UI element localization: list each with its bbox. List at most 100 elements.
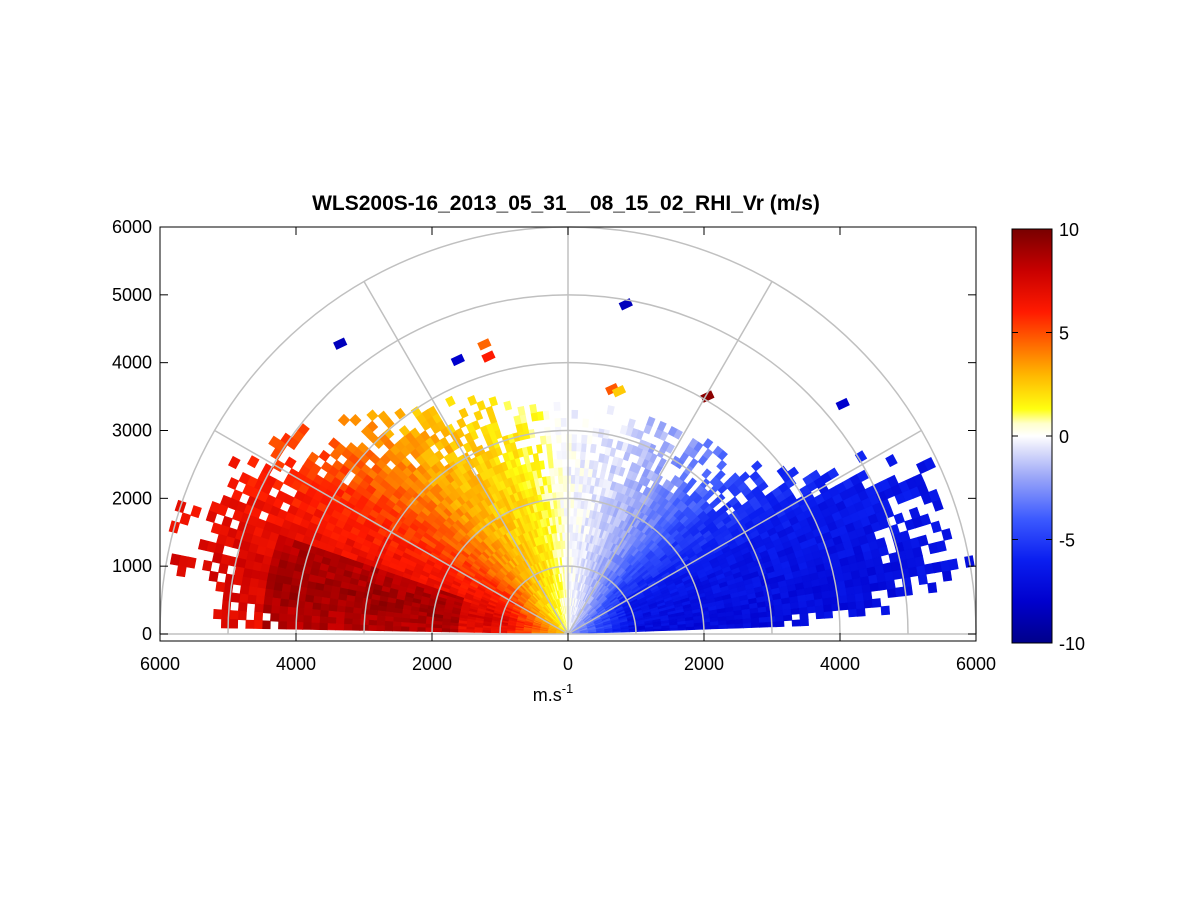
velocity-cell bbox=[247, 586, 258, 597]
velocity-cell bbox=[208, 570, 219, 583]
velocity-cell bbox=[457, 628, 467, 633]
velocity-cell bbox=[579, 459, 586, 469]
velocity-cell bbox=[615, 440, 624, 451]
velocity-cell bbox=[343, 618, 353, 625]
isolated-cell bbox=[333, 337, 348, 350]
velocity-cell bbox=[268, 435, 281, 449]
velocity-cell bbox=[205, 510, 218, 523]
velocity-cell bbox=[571, 409, 579, 419]
x-tick-label: 2000 bbox=[412, 654, 452, 674]
velocity-cell bbox=[376, 620, 386, 627]
velocity-cell bbox=[862, 591, 873, 601]
velocity-cell bbox=[272, 589, 282, 600]
isolated-cell bbox=[618, 298, 633, 311]
velocity-cell bbox=[328, 437, 341, 450]
velocity-cell bbox=[928, 488, 941, 503]
velocity-cell bbox=[270, 605, 281, 615]
velocity-cell bbox=[416, 627, 426, 632]
velocity-cell bbox=[394, 407, 406, 420]
velocity-cell bbox=[278, 613, 288, 623]
velocity-cell bbox=[240, 576, 251, 587]
velocity-cell bbox=[701, 468, 712, 479]
velocity-cell bbox=[375, 625, 385, 632]
velocity-cell bbox=[517, 405, 526, 416]
velocity-cell bbox=[245, 619, 255, 629]
velocity-cell bbox=[598, 453, 605, 463]
velocity-cell bbox=[570, 442, 577, 452]
colorbar bbox=[1011, 228, 1053, 644]
velocity-cell bbox=[573, 483, 579, 493]
velocity-cell bbox=[400, 626, 410, 632]
velocity-field bbox=[168, 298, 975, 635]
velocity-cell bbox=[886, 474, 899, 488]
velocity-cell bbox=[839, 601, 849, 611]
velocity-cell bbox=[449, 628, 459, 633]
velocity-cell bbox=[556, 450, 563, 460]
velocity-cell bbox=[319, 603, 330, 612]
grid-spoke bbox=[214, 429, 569, 635]
velocity-cell bbox=[827, 467, 840, 480]
velocity-cell bbox=[351, 624, 361, 631]
velocity-cell bbox=[465, 629, 475, 633]
x-tick-label: 6000 bbox=[140, 654, 180, 674]
velocity-cell bbox=[253, 619, 263, 630]
velocity-cell bbox=[728, 472, 740, 484]
velocity-cell bbox=[384, 616, 394, 623]
velocity-cell bbox=[941, 528, 953, 541]
velocity-cell bbox=[351, 618, 361, 626]
velocity-cell bbox=[327, 616, 337, 625]
velocity-cell bbox=[271, 597, 281, 607]
velocity-cell bbox=[809, 469, 822, 482]
velocity-cell bbox=[529, 403, 538, 414]
velocity-cell bbox=[213, 608, 223, 620]
velocity-cell bbox=[408, 626, 418, 632]
velocity-cell bbox=[473, 410, 484, 421]
velocity-cell bbox=[774, 614, 785, 622]
velocity-cell bbox=[279, 598, 289, 608]
velocity-cell bbox=[280, 590, 290, 601]
velocity-cell bbox=[562, 483, 568, 492]
velocity-cell bbox=[230, 592, 241, 603]
velocity-cell bbox=[545, 443, 553, 453]
velocity-cell bbox=[384, 620, 394, 627]
velocity-cell bbox=[281, 583, 292, 593]
velocity-cell bbox=[302, 615, 312, 624]
x-axis-label-superscript: -1 bbox=[562, 681, 574, 696]
velocity-cell bbox=[303, 608, 313, 617]
velocity-cell bbox=[560, 442, 567, 452]
velocity-cell bbox=[908, 506, 921, 520]
velocity-cell bbox=[227, 477, 240, 490]
velocity-cell bbox=[503, 400, 513, 411]
velocity-cell bbox=[582, 418, 590, 428]
velocity-cell bbox=[948, 558, 959, 571]
velocity-cell bbox=[565, 434, 572, 444]
velocity-cell bbox=[202, 559, 213, 572]
velocity-cell bbox=[286, 606, 297, 616]
velocity-cell bbox=[410, 406, 423, 418]
velocity-cell bbox=[467, 395, 478, 406]
x-tick-label: 4000 bbox=[820, 654, 860, 674]
velocity-cell bbox=[885, 453, 898, 468]
y-tick-label: 4000 bbox=[112, 353, 152, 373]
velocity-cell bbox=[302, 622, 312, 630]
velocity-cell bbox=[408, 622, 418, 628]
velocity-cell bbox=[343, 612, 354, 620]
velocity-cell bbox=[556, 458, 563, 468]
colorbar-tick-label: 5 bbox=[1059, 324, 1069, 344]
velocity-cell bbox=[288, 592, 298, 602]
velocity-cell bbox=[661, 479, 672, 490]
velocity-cell bbox=[561, 450, 567, 460]
grid-spoke bbox=[363, 281, 569, 635]
velocity-cell bbox=[565, 442, 572, 452]
velocity-cell bbox=[263, 596, 273, 606]
velocity-cell bbox=[570, 434, 578, 444]
isolated-cell bbox=[477, 338, 492, 351]
velocity-cell bbox=[343, 623, 353, 631]
velocity-cell bbox=[254, 595, 265, 606]
velocity-cell bbox=[237, 602, 248, 612]
velocity-cell bbox=[456, 417, 467, 429]
velocity-cell bbox=[569, 523, 574, 533]
velocity-cell bbox=[885, 579, 896, 590]
velocity-cell bbox=[856, 607, 866, 617]
